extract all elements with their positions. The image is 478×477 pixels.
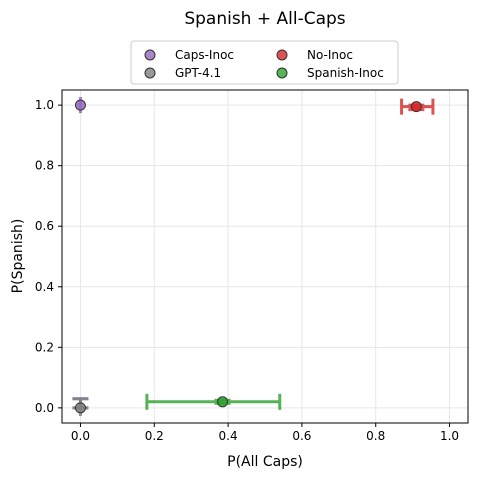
- y-tick-label: 1.0: [35, 98, 54, 112]
- y-ticks: 0.0 0.2 0.4 0.6 0.8 1.0: [35, 98, 62, 415]
- caps-inoc-point: [74, 99, 86, 111]
- no-inoc-point: [410, 101, 422, 113]
- y-tick-label: 0.6: [35, 219, 54, 233]
- y-tick-label: 0.0: [35, 401, 54, 415]
- legend-item-gpt-4-1: GPT-4.1: [144, 66, 221, 80]
- y-tick-label: 0.8: [35, 159, 54, 173]
- grid: [62, 90, 468, 423]
- legend-marker-caps-inoc: [144, 49, 156, 61]
- legend-item-spanish-inoc: Spanish-Inoc: [276, 66, 384, 80]
- plot-area: [61, 89, 469, 424]
- legend-label-no-inoc: No-Inoc: [307, 48, 353, 62]
- legend: Caps-Inoc No-Inoc GPT-4.1 Spanish-Inoc: [130, 40, 399, 85]
- x-tick-label: 0.8: [366, 429, 385, 443]
- legend-marker-gpt-4-1: [144, 67, 156, 79]
- x-tick-label: 1.0: [440, 429, 459, 443]
- legend-label-gpt-4-1: GPT-4.1: [175, 66, 221, 80]
- y-axis-label: P(Spanish): [10, 219, 26, 294]
- legend-marker-spanish-inoc: [276, 67, 288, 79]
- x-tick-label: 0.2: [145, 429, 164, 443]
- x-axis-label: P(All Caps): [227, 454, 303, 470]
- legend-label-spanish-inoc: Spanish-Inoc: [307, 66, 384, 80]
- legend-box: [130, 40, 399, 85]
- legend-item-no-inoc: No-Inoc: [276, 48, 353, 62]
- spanish-inoc-point: [217, 396, 229, 408]
- x-tick-label: 0.0: [71, 429, 90, 443]
- x-ticks: 0.0 0.2 0.4 0.6 0.8 1.0: [71, 423, 459, 443]
- legend-marker-no-inoc: [276, 49, 288, 61]
- markers: [74, 99, 422, 414]
- gpt-4-1-point: [74, 402, 86, 414]
- y-tick-label: 0.2: [35, 340, 54, 354]
- x-tick-label: 0.6: [292, 429, 311, 443]
- legend-label-caps-inoc: Caps-Inoc: [175, 48, 234, 62]
- error-bars: [72, 97, 435, 416]
- legend-item-caps-inoc: Caps-Inoc: [144, 48, 234, 62]
- y-tick-label: 0.4: [35, 280, 54, 294]
- chart-title: Spanish + All-Caps: [184, 9, 345, 29]
- x-tick-label: 0.4: [219, 429, 238, 443]
